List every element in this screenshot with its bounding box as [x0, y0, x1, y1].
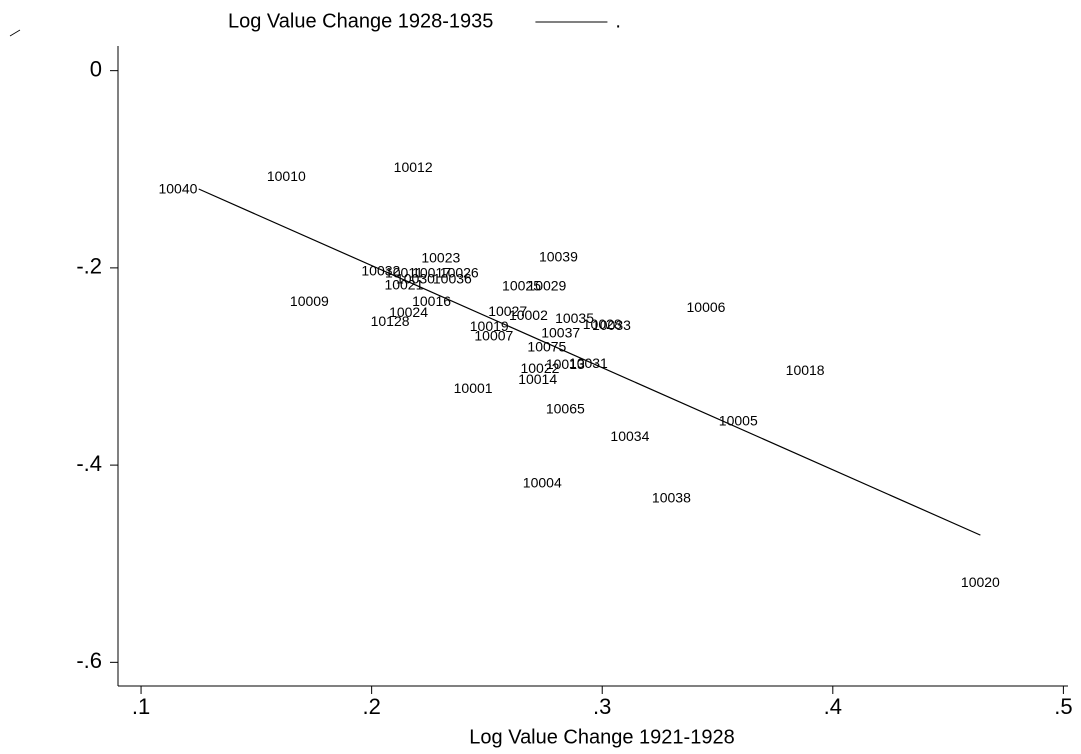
point-label: 10014 — [518, 371, 557, 387]
point-label: 10012 — [394, 159, 433, 175]
point-label: 10001 — [454, 380, 493, 396]
point-label: 10030 — [396, 270, 435, 286]
point-label: 10037 — [541, 325, 580, 341]
point-label: 10011 — [385, 264, 423, 280]
point-label: 10010 — [267, 168, 306, 184]
point-label: 10006 — [687, 299, 726, 315]
point-label: 10033 — [592, 317, 631, 333]
x-tick-label: .3 — [593, 694, 611, 719]
x-tick-label: .1 — [132, 694, 150, 719]
point-label: 10034 — [610, 428, 649, 444]
fit-line — [198, 188, 981, 536]
point-label: 10025 — [502, 277, 541, 293]
point-label: 10021 — [384, 276, 423, 292]
y-tick-label: -.2 — [76, 254, 102, 279]
x-tick-label: .4 — [824, 694, 842, 719]
point-label: 10002 — [509, 307, 548, 323]
y-tick-label: -.4 — [76, 451, 102, 476]
point-label: 10017 — [412, 264, 451, 280]
decoration — [9, 29, 21, 37]
point-label: 10020 — [961, 574, 1000, 590]
x-axis-title: Log Value Change 1921-1928 — [469, 726, 734, 748]
point-label: 10009 — [290, 293, 329, 309]
point-label: 10039 — [539, 249, 578, 265]
point-label: 10075 — [527, 338, 566, 354]
point-label: 10040 — [158, 181, 197, 197]
legend-label: Log Value Change 1928-1935 — [228, 10, 493, 32]
point-label: 10031 — [569, 355, 608, 371]
point-label: 10013 — [546, 356, 585, 372]
point-label: 10022 — [520, 360, 559, 376]
point-label: 10036 — [433, 270, 472, 286]
point-label: 10004 — [523, 475, 562, 491]
point-label: 10029 — [527, 277, 566, 293]
point-label: 10028 — [583, 316, 622, 332]
point-label: 10023 — [421, 250, 460, 266]
point-label: 10038 — [652, 489, 691, 505]
x-tick-label: .2 — [362, 694, 380, 719]
y-tick-label: -.6 — [76, 648, 102, 673]
point-label: 10035 — [555, 310, 594, 326]
point-label: 10026 — [440, 264, 479, 280]
point-label: 10027 — [488, 303, 527, 319]
x-tick-label: .5 — [1054, 694, 1072, 719]
point-label: 10018 — [786, 362, 825, 378]
point-label: 10007 — [474, 328, 513, 344]
point-label: 10024 — [389, 304, 428, 320]
y-tick-label: 0 — [90, 56, 102, 81]
point-label: 10005 — [719, 412, 758, 428]
point-label: 10128 — [371, 313, 410, 329]
point-label: 10065 — [546, 401, 585, 417]
legend-label: . — [615, 10, 621, 32]
